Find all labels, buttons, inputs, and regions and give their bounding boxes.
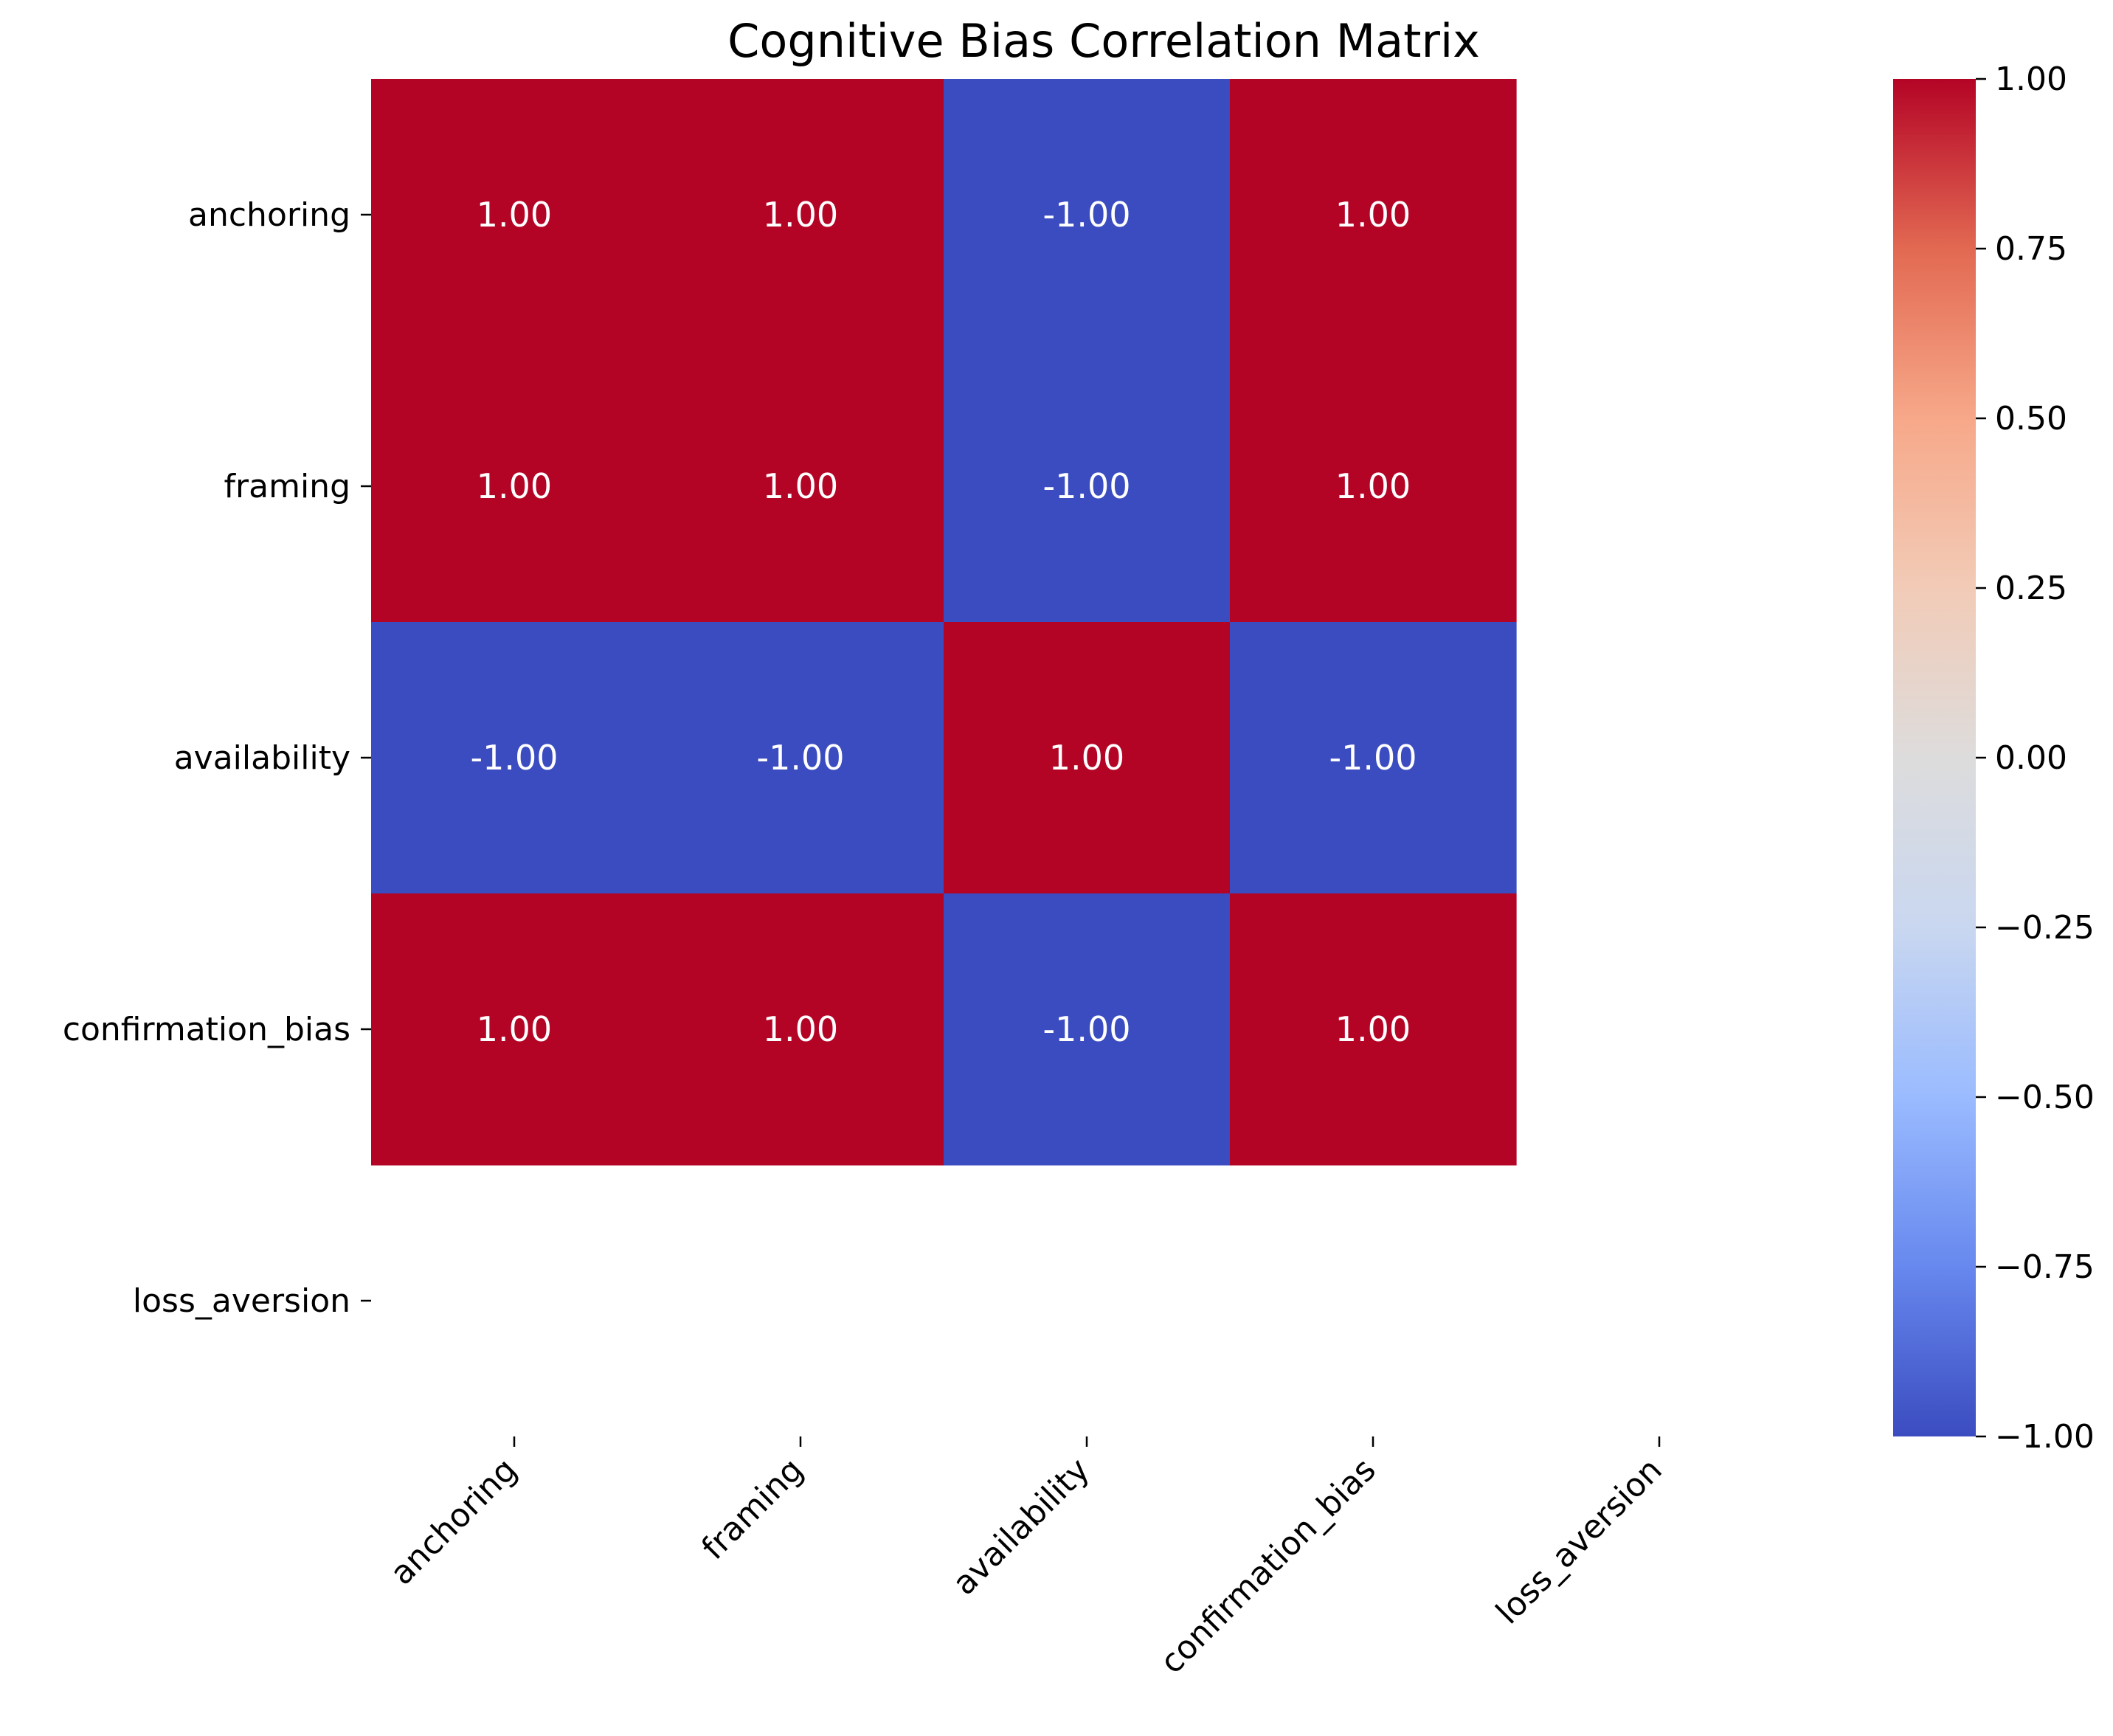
cell-value-label: 1.00 (1335, 1009, 1411, 1049)
heatmap-cell-confirmation_bias-anchoring (371, 893, 658, 1166)
heatmap-cell-availability-framing (657, 622, 944, 894)
heatmap-cell-anchoring-framing (657, 79, 944, 351)
x-axis: anchoring framing availability confirmation… (383, 1436, 1670, 1681)
cell-value-label: 1.00 (1335, 195, 1411, 235)
heatmap-cell-availability-availability (944, 622, 1231, 894)
cell-annotations: 1.00 1.00 -1.00 1.00 1.00 1.00 -1.00 1.00 -1.00 -… (470, 195, 1417, 1049)
x-tick-label-availability: availability (946, 1451, 1097, 1602)
heatmap-cell-confirmation_bias-confirmation_bias (1230, 893, 1517, 1166)
cell-value-label: 1.00 (1049, 738, 1124, 778)
y-tick-label-loss_aversion: loss_aversion (133, 1282, 350, 1320)
y-tick-label-anchoring: anchoring (188, 196, 350, 234)
heatmap-cell-framing-framing (657, 350, 944, 623)
cell-value-label: 1.00 (763, 1009, 838, 1049)
heatmap-cell-framing-anchoring (371, 350, 658, 623)
cell-value-label: 1.00 (477, 195, 552, 235)
heatmap-cell-availability-anchoring (371, 622, 658, 894)
cell-value-label: -1.00 (1042, 466, 1130, 506)
x-tick-label-loss_aversion: loss_aversion (1489, 1451, 1670, 1632)
colorbar-tick-label: 0.25 (1995, 570, 2067, 607)
cell-value-label: 1.00 (477, 1009, 552, 1049)
colorbar-tick-label: −0.25 (1995, 909, 2095, 947)
chart-title: Cognitive Bias Correlation Matrix (727, 14, 1480, 68)
cell-value-label: 1.00 (763, 466, 838, 506)
colorbar-ticks: 1.00 0.75 0.50 0.25 0.00 −0.25 −0.50 −0.75 −1.00 (1976, 60, 2095, 1456)
colorbar-tick-label: −0.75 (1995, 1248, 2095, 1286)
heatmap-cell-confirmation_bias-framing (657, 893, 944, 1166)
cell-value-label: 1.00 (763, 195, 838, 235)
y-tick-label-framing: framing (224, 468, 350, 505)
heatmap-cell-framing-confirmation_bias (1230, 350, 1517, 623)
heatmap-cell-anchoring-anchoring (371, 79, 658, 351)
heatmap-cell-confirmation_bias-availability (944, 893, 1231, 1166)
y-tick-label-availability: availability (174, 739, 350, 777)
x-tick-label-framing: framing (694, 1451, 810, 1567)
heatmap-cell-framing-availability (944, 350, 1231, 623)
colorbar (1893, 79, 1976, 1436)
x-tick-label-anchoring: anchoring (383, 1451, 525, 1593)
heatmap-cells (371, 79, 1517, 1166)
heatmap-cell-availability-confirmation_bias (1230, 622, 1517, 894)
cell-value-label: -1.00 (1329, 738, 1417, 778)
colorbar-tick-label: 0.75 (1995, 230, 2067, 268)
y-axis: anchoring framing availability confirmation… (63, 196, 371, 1320)
cell-value-label: -1.00 (756, 738, 844, 778)
colorbar-tick-label: 0.00 (1995, 739, 2067, 777)
colorbar-tick-label: −1.00 (1995, 1418, 2095, 1456)
x-tick-label-confirmation_bias: confirmation_bias (1153, 1451, 1383, 1681)
heatmap-cell-anchoring-availability (944, 79, 1231, 351)
colorbar-tick-label: −0.50 (1995, 1079, 2095, 1116)
cell-value-label: -1.00 (1042, 195, 1130, 235)
cell-value-label: -1.00 (1042, 1009, 1130, 1049)
cell-value-label: 1.00 (477, 466, 552, 506)
heatmap-cell-anchoring-confirmation_bias (1230, 79, 1517, 351)
colorbar-tick-label: 1.00 (1995, 60, 2067, 98)
cell-value-label: 1.00 (1335, 466, 1411, 506)
y-tick-label-confirmation_bias: confirmation_bias (63, 1011, 350, 1048)
cell-value-label: -1.00 (470, 738, 558, 778)
colorbar-tick-label: 0.50 (1995, 400, 2067, 438)
